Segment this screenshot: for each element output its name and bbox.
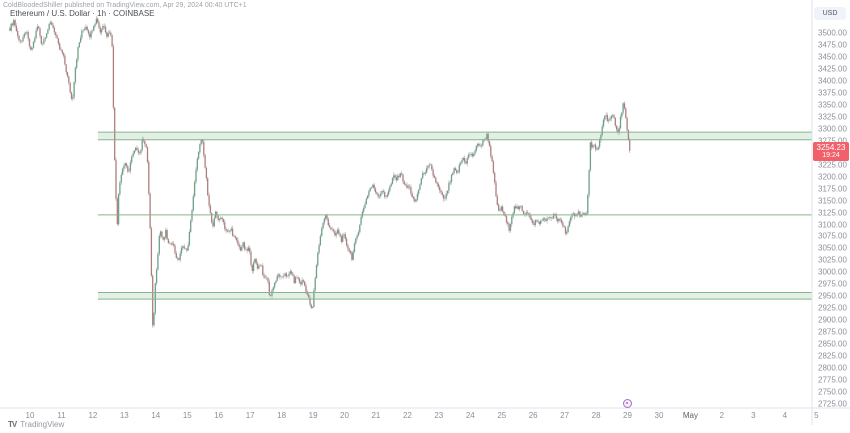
last-price-value: 3254.23 [816, 142, 846, 152]
price-tick-label: 2850.00 [818, 339, 847, 349]
time-tick-label: 29 [623, 411, 632, 420]
time-tick-label: 27 [560, 411, 570, 420]
price-tick-label: 2900.00 [818, 315, 847, 325]
time-tick-label: 3 [751, 411, 756, 420]
time-tick-label: 26 [528, 411, 538, 420]
last-price-badge: 3254.23 19:24 [813, 141, 849, 161]
price-tick-label: 3450.00 [818, 52, 847, 62]
symbol-legend[interactable]: Ethereum / U.S. Dollar · 1h · COINBASE [10, 9, 155, 18]
price-tick-label: 3000.00 [818, 267, 847, 277]
currency-toggle[interactable]: USD [814, 7, 846, 20]
price-tick-label: 2800.00 [818, 363, 847, 373]
price-tick-label: 3050.00 [818, 243, 847, 253]
price-tick-label: 3325.00 [818, 112, 847, 122]
price-tick-label: 2875.00 [818, 327, 847, 337]
time-tick-label: 20 [340, 411, 349, 420]
candle-countdown: 19:24 [822, 151, 840, 159]
time-tick-label: 2 [719, 411, 725, 420]
price-tick-label: 2825.00 [818, 351, 847, 361]
time-tick-label: 16 [214, 411, 224, 420]
attribution-text: ColdBloodedShiller published on TradingV… [3, 2, 247, 9]
up-candles [10, 18, 624, 326]
price-tick-label: 3375.00 [818, 88, 847, 98]
time-tick-label: 11 [57, 411, 66, 420]
time-tick-label: 4 [782, 411, 788, 420]
time-tick-label: 22 [402, 411, 412, 420]
price-tick-label: 3425.00 [818, 64, 847, 74]
price-tick-label: 3300.00 [818, 124, 847, 134]
price-tick-label: 2950.00 [818, 291, 847, 301]
time-tick-label: 12 [88, 411, 98, 420]
time-tick-label: 19 [308, 411, 318, 420]
time-tick-label: 10 [25, 411, 35, 420]
price-tick-label: 3100.00 [818, 220, 847, 229]
price-tick-label: 3200.00 [818, 172, 847, 182]
price-tick-label: 3275.00 [818, 136, 847, 146]
time-tick-label: 25 [497, 411, 507, 420]
time-tick-label: 28 [591, 411, 601, 420]
price-tick-label: 2775.00 [818, 375, 847, 385]
price-tick-label: 3175.00 [818, 184, 847, 194]
price-tick-label: 2975.00 [818, 279, 847, 289]
price-tick-label: 2750.00 [818, 387, 847, 397]
time-tick-label: 23 [434, 411, 444, 420]
time-tick-label: 18 [277, 411, 287, 420]
time-tick-label: 5 [814, 411, 819, 420]
time-tick-label: 13 [119, 411, 129, 420]
time-tick-label: 21 [371, 411, 381, 420]
footer: TV TradingView [8, 420, 64, 429]
price-tick-label: 3125.00 [818, 208, 847, 217]
tradingview-logo-icon[interactable]: TV [8, 420, 17, 429]
price-tick-label: 3225.00 [818, 160, 847, 170]
price-tick-label: 3475.00 [818, 40, 847, 50]
time-tick-label: 24 [465, 411, 475, 420]
time-tick-label: 30 [654, 411, 664, 420]
price-tick-label: 2925.00 [818, 303, 847, 313]
price-tick-label: 3025.00 [818, 255, 847, 265]
time-tick-label: 15 [182, 411, 192, 420]
price-tick-label: 3400.00 [818, 76, 847, 86]
time-tick-label: 14 [151, 411, 161, 420]
time-tick-label: May [682, 411, 698, 420]
support-zone[interactable] [97, 292, 813, 300]
down-candles [9, 18, 631, 326]
price-tick-label: 3350.00 [818, 100, 847, 110]
time-tick-label: 17 [245, 411, 255, 420]
price-tick-label: 3150.00 [818, 196, 847, 205]
price-tick-label: 2725.00 [818, 399, 847, 409]
tradingview-wordmark[interactable]: TradingView [20, 420, 65, 429]
price-tick-label: 3500.00 [818, 28, 847, 38]
price-tick-label: 3075.00 [818, 231, 847, 241]
publish-marker-icon[interactable] [623, 399, 632, 408]
candle-wicks [9, 16, 630, 328]
resistance-zone[interactable] [97, 132, 813, 140]
